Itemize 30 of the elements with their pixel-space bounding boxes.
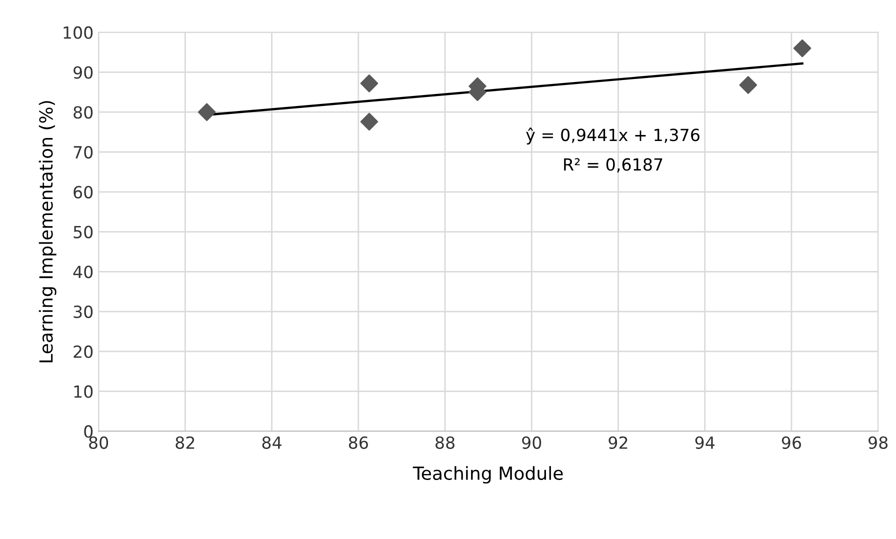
x-tick-label: 94 [695, 436, 715, 449]
y-tick-label: 100 [64, 26, 93, 39]
x-tick-label: 84 [262, 436, 282, 449]
y-axis-title: Learning Implementation (%) [38, 101, 56, 362]
point [360, 74, 378, 92]
y-tick-label: 20 [74, 345, 93, 358]
point [198, 103, 216, 122]
x-tick-label: 88 [436, 436, 454, 449]
annotation: ŷ = 0,9441x + 1,376 [526, 128, 700, 144]
x-tick-label: 80 [89, 436, 108, 449]
point [739, 76, 758, 94]
point [360, 112, 378, 131]
y-tick-label: 70 [74, 146, 93, 159]
y-tick-label: 90 [74, 66, 93, 79]
y-tick-label: 40 [73, 266, 93, 278]
point [793, 39, 812, 58]
x-tick-label: 82 [176, 436, 194, 449]
x-tick-label: 92 [608, 436, 628, 449]
x-tick-label: 86 [348, 436, 368, 449]
x-tick-label: 96 [782, 436, 802, 449]
y-tick-label: 50 [74, 226, 93, 238]
x-axis-title: Teaching Module [412, 466, 563, 484]
y-tick-label: 60 [74, 186, 93, 198]
y-tick-label: 80 [74, 106, 93, 119]
y-tick-label: 30 [74, 306, 93, 318]
y-tick-label: 10 [74, 385, 93, 398]
x-tick-label: 98 [868, 436, 888, 449]
y-tick-label: 0 [84, 425, 93, 438]
annotation: R² = 0,6187 [564, 158, 662, 172]
x-tick-label: 90 [522, 436, 542, 449]
